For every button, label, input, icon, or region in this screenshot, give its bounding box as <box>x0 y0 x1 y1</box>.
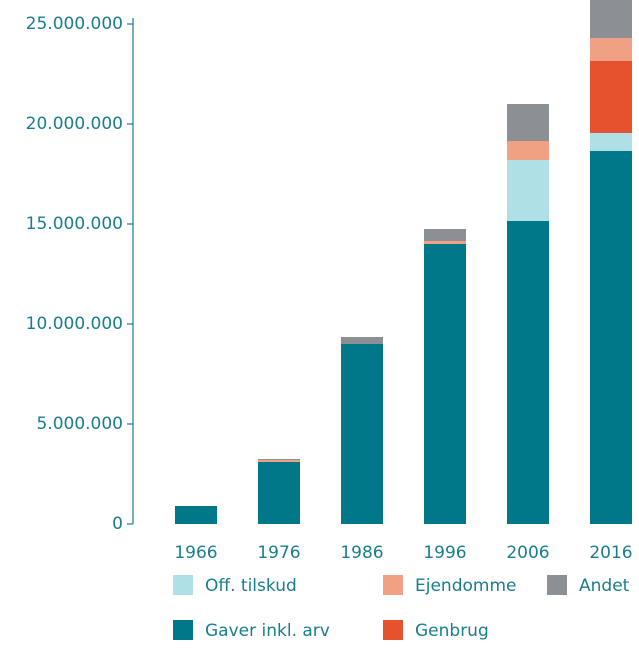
bar-segment <box>590 151 632 524</box>
x-tick-label: 1966 <box>174 543 217 563</box>
bar-segment <box>424 244 466 524</box>
legend-swatch <box>173 620 193 640</box>
x-tick-label: 2016 <box>589 543 632 563</box>
legend-label: Gaver inkl. arv <box>205 621 330 641</box>
bar-segment <box>507 141 549 160</box>
y-tick-label: 20.000.000 <box>26 114 123 134</box>
legend-swatch <box>173 575 193 595</box>
bar-segment <box>424 229 466 241</box>
y-tick-label: 5.000.000 <box>36 414 123 434</box>
bar-segment <box>258 462 300 524</box>
y-tick-label: 15.000.000 <box>26 214 123 234</box>
legend-label: Ejendomme <box>415 576 516 596</box>
x-tick-label: 1976 <box>257 543 300 563</box>
bar-segment <box>507 160 549 221</box>
legend-label: Off. tilskud <box>205 576 297 596</box>
x-tick-label: 2006 <box>506 543 549 563</box>
legend-label: Genbrug <box>415 621 489 641</box>
bar-segment <box>341 344 383 524</box>
bar-segment <box>590 0 632 38</box>
bar-segment <box>258 460 300 462</box>
y-tick-label: 10.000.000 <box>26 314 123 334</box>
bar-segment <box>590 38 632 61</box>
bar-segment <box>424 241 466 244</box>
bar-segment <box>507 221 549 524</box>
y-tick-label: 0 <box>112 514 123 534</box>
bar-segment <box>590 133 632 151</box>
x-tick-label: 1986 <box>340 543 383 563</box>
bar-segment <box>590 61 632 133</box>
bar-segment <box>175 506 217 524</box>
legend-swatch <box>383 575 403 595</box>
y-tick-label: 25.000.000 <box>26 14 123 34</box>
x-tick-label: 1996 <box>423 543 466 563</box>
bar-segment <box>258 459 300 460</box>
bar-segment <box>341 337 383 344</box>
bars <box>175 0 632 524</box>
bar-segment <box>507 104 549 141</box>
legend-swatch <box>547 575 567 595</box>
legend-swatch <box>383 620 403 640</box>
legend-label: Andet <box>579 576 630 596</box>
